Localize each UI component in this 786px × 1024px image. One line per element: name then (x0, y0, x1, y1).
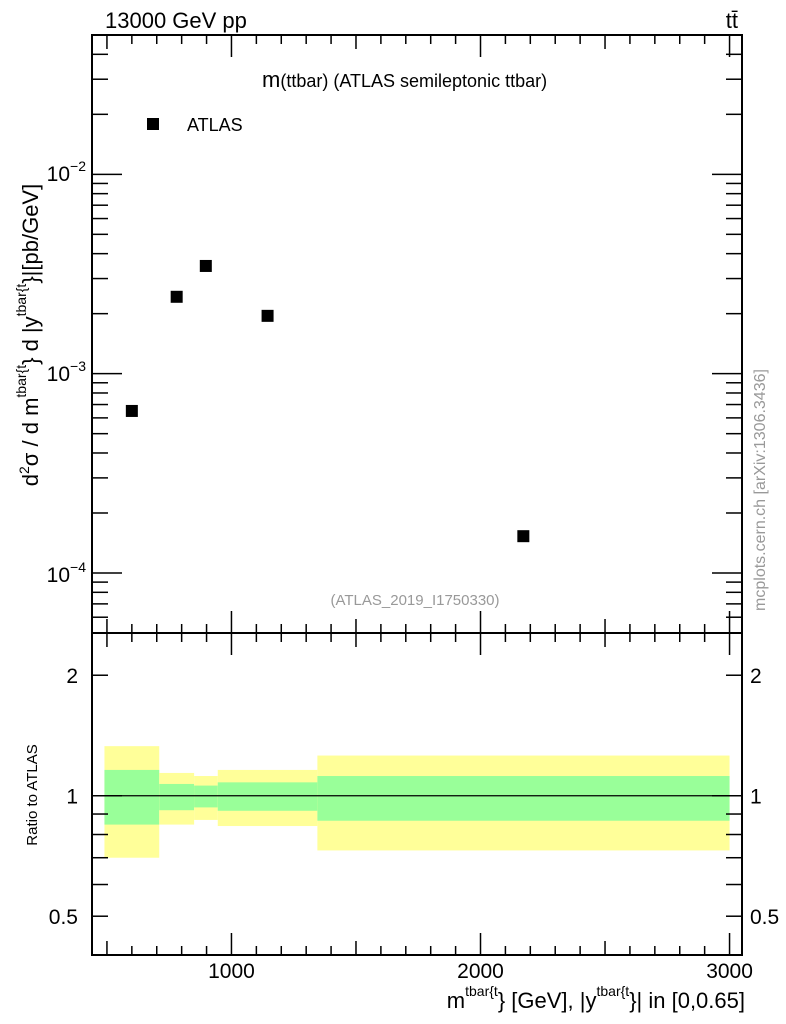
ylabel-part: } d |y (18, 316, 43, 365)
xlabel-part: m (447, 988, 465, 1013)
tick-exp: −2 (70, 158, 86, 174)
energy-label: 13000 GeV pp (105, 8, 247, 33)
x-axis-label: mtbar{t} [GeV], |ytbar{t}| in [0,0.65] (447, 983, 745, 1013)
ratio-tick-label-left: 1 (66, 786, 78, 809)
data-point (261, 309, 274, 322)
title-rest: (ttbar) (ATLAS semileptonic ttbar) (280, 71, 547, 91)
inner-band-bin (104, 769, 160, 825)
legend-marker (147, 118, 159, 130)
ylabel-part: d (18, 474, 43, 486)
tick-base: 10 (47, 163, 70, 186)
legend-label: ATLAS (187, 115, 243, 135)
main-y-tick-labels: 10−2 10−3 10−4 (47, 158, 87, 587)
ylabel-part: }|[pb/GeV] (18, 184, 43, 284)
inner-band-bin (194, 785, 218, 808)
x-tick-label: 2000 (457, 960, 504, 983)
ratio-bands (104, 746, 730, 858)
inner-band-bin (159, 783, 195, 811)
inner-band-bin (317, 776, 730, 821)
inner-band-bin (217, 782, 318, 811)
ylabel-sup: 2 (16, 466, 32, 474)
ratio-tick-label-right: 1 (750, 786, 762, 809)
tick-base: 10 (47, 363, 70, 386)
x-tick-label: 3000 (706, 960, 753, 983)
data-point (125, 404, 138, 417)
ratio-tick-label-left: 2 (66, 665, 78, 688)
tick-exp: −4 (70, 559, 86, 575)
ratio-frame (91, 632, 743, 956)
y-axis-label: d2σ / d mtbar{t} d |ytbar{t}|[pb/GeV] (13, 184, 43, 486)
analysis-watermark: (ATLAS_2019_I1750330) (330, 592, 499, 609)
tick-base: 10 (47, 564, 70, 587)
ylabel-part: σ / d m (18, 398, 43, 467)
ratio-tick-label-right: 0.5 (750, 906, 779, 929)
data-point (170, 290, 183, 303)
xlabel-part: }| in [0,0.65] (629, 988, 745, 1013)
xlabel-sup: tbar{t (596, 983, 629, 999)
y-tick-label: 10−3 (47, 358, 87, 386)
data-points (125, 259, 530, 543)
ratio-tick-labels: 2 2 1 1 0.5 0.5 (49, 665, 779, 929)
xlabel-part: } [GeV], |y (498, 988, 597, 1013)
data-point (199, 259, 212, 272)
process-label: tt̄ (726, 8, 738, 33)
y-tick-label: 10−2 (47, 158, 87, 186)
y-tick-label: 10−4 (47, 559, 87, 587)
ratio-axis-label: Ratio to ATLAS (24, 744, 41, 845)
ylabel-sup: tbar{t (13, 365, 29, 398)
ylabel-sup: tbar{t (13, 284, 29, 317)
x-tick-label: 1000 (208, 960, 255, 983)
ratio-tick-label-left: 0.5 (49, 906, 78, 929)
xlabel-sup: tbar{t (465, 983, 498, 999)
source-label: mcplots.cern.ch [arXiv:1306.3436] (752, 369, 769, 611)
x-tick-labels: 1000 2000 3000 (208, 960, 753, 983)
ratio-tick-label-right: 2 (750, 665, 762, 688)
plot-title: m(ttbar) (ATLAS semileptonic ttbar) (262, 67, 547, 92)
title-m: m (262, 67, 280, 92)
data-point (517, 530, 530, 543)
tick-exp: −3 (70, 358, 86, 374)
